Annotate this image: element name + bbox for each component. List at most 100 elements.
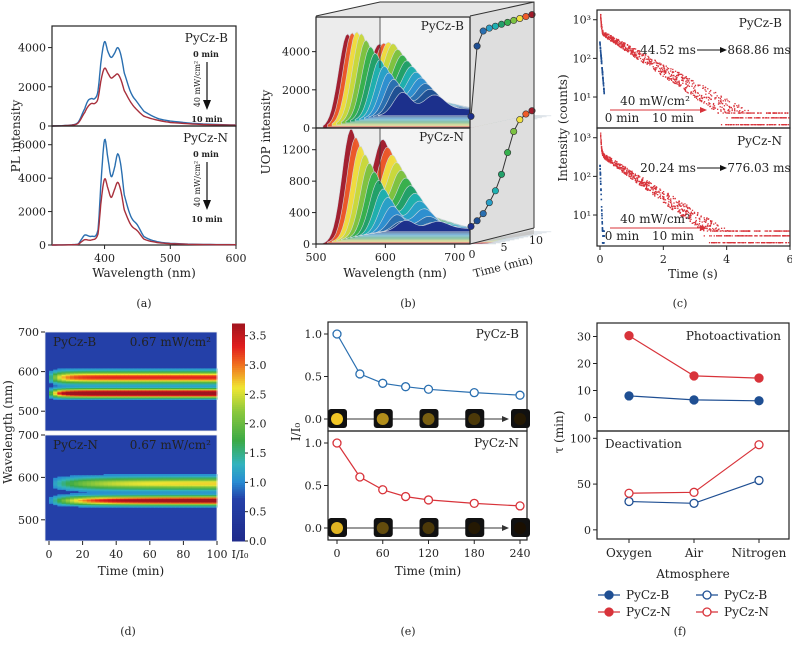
heatmap-cell <box>204 394 210 397</box>
heatmap-cell <box>74 476 80 479</box>
heatmap-cell <box>65 381 71 384</box>
decay-point-10min <box>705 220 707 222</box>
decay-point-10min <box>673 78 675 80</box>
heatmap-cell <box>137 385 143 387</box>
heatmap-cell <box>212 479 218 481</box>
time-end-label: 10 min <box>191 214 222 224</box>
heatmap-cell <box>74 368 80 371</box>
heatmap-cell <box>82 493 88 495</box>
heatmap-cell <box>95 398 101 400</box>
heatmap-cell <box>170 398 176 400</box>
decay-point-10min <box>665 69 668 71</box>
decay-point-10min <box>733 106 735 108</box>
heatmap-cell <box>124 494 130 497</box>
heatmap-cell <box>103 486 109 489</box>
heatmap-cell <box>162 499 168 502</box>
decay-point-10min <box>713 106 715 109</box>
heatmap-cell <box>208 476 214 479</box>
decay-point-10min <box>693 87 695 89</box>
decay-point-10min <box>758 230 761 232</box>
heatmap-cell <box>204 395 210 398</box>
heatmap-cell <box>149 505 155 508</box>
decay-point-10min <box>683 210 685 212</box>
decay-point-10min <box>753 117 756 119</box>
decay-point-10min <box>741 124 743 126</box>
heatmap-cell <box>116 393 122 396</box>
colorbar-segment <box>232 360 245 364</box>
heatmap-cell <box>91 484 96 487</box>
heatmap-cell <box>74 374 80 377</box>
heatmap-cell <box>86 391 92 393</box>
decay-point-10min <box>667 77 669 80</box>
colorbar-segment <box>232 421 245 425</box>
heatmap-cell <box>170 481 176 484</box>
heatmap-cell <box>107 369 113 372</box>
heatmap-cell <box>49 496 54 499</box>
decay-point-10min <box>637 174 639 177</box>
heatmap-cell <box>149 392 155 394</box>
decay-point-10min <box>748 235 751 237</box>
heatmap-cell <box>53 479 59 481</box>
heatmap-cell <box>170 475 176 478</box>
decay-point-10min <box>778 112 780 114</box>
heatmap-cell <box>65 489 71 492</box>
heatmap-cell <box>103 389 109 392</box>
heatmap-cell <box>175 481 180 484</box>
decay-point-10min <box>610 157 613 160</box>
decay-point-10min <box>640 60 643 62</box>
decay-point-10min <box>634 56 636 58</box>
decay-point-10min <box>732 124 734 126</box>
heatmap-cell <box>86 377 92 380</box>
decay-point-10min <box>698 94 701 96</box>
decay-point-10min <box>672 197 675 200</box>
heatmap-cell <box>212 500 218 503</box>
heatmap-cell <box>170 484 176 487</box>
heatmap-cell <box>95 480 101 483</box>
heatmap-cell <box>141 379 147 381</box>
decay-point-10min <box>725 235 727 237</box>
heatmap-cell <box>191 505 197 508</box>
heatmap-cell <box>124 396 130 399</box>
heatmap-cell <box>212 374 218 377</box>
heatmap-cell <box>154 489 159 492</box>
heatmap-cell <box>162 376 168 379</box>
heatmap-cell <box>128 505 134 508</box>
decay-point-10min <box>644 61 647 64</box>
heatmap-cell <box>99 373 105 375</box>
decay-point-10min <box>617 44 620 46</box>
heatmap-cell <box>166 389 172 392</box>
decay-point-10min <box>646 182 649 184</box>
decay-point-10min <box>682 203 684 206</box>
heatmap-cell <box>82 505 88 508</box>
heatmap-cell <box>133 496 138 499</box>
heatmap-cell <box>112 391 117 393</box>
decay-point-10min <box>709 105 712 107</box>
colorbar-segment <box>232 514 245 518</box>
decay-point-10min <box>697 84 699 86</box>
colorbar-segment <box>232 471 245 475</box>
heatmap-cell <box>191 485 197 488</box>
legend-item: PyCz-B <box>696 588 767 602</box>
heatmap-cell <box>99 491 105 494</box>
heatmap-cell <box>196 389 201 392</box>
heatmap-cell <box>112 504 117 507</box>
heatmap-cell <box>196 373 201 375</box>
heatmap-cell <box>145 374 151 377</box>
heatmap-cell <box>103 388 109 391</box>
decay-point-10min <box>757 242 759 244</box>
time-tick-label: 10 <box>529 234 543 247</box>
decay-point-10min <box>646 180 648 182</box>
decay-point-10min <box>657 65 659 67</box>
decay-point-10min <box>706 96 708 98</box>
heatmap-cell <box>145 388 151 391</box>
heatmap-cell <box>149 394 155 397</box>
colorbar-segment <box>232 336 245 340</box>
heatmap-cell <box>128 498 134 501</box>
decay-point-10min <box>600 136 602 138</box>
decay-point-10min <box>762 124 765 126</box>
decay-point-10min <box>604 35 606 37</box>
heatmap-cell <box>91 491 96 494</box>
heatmap-cell <box>74 475 80 478</box>
decay-point-10min <box>636 177 639 179</box>
